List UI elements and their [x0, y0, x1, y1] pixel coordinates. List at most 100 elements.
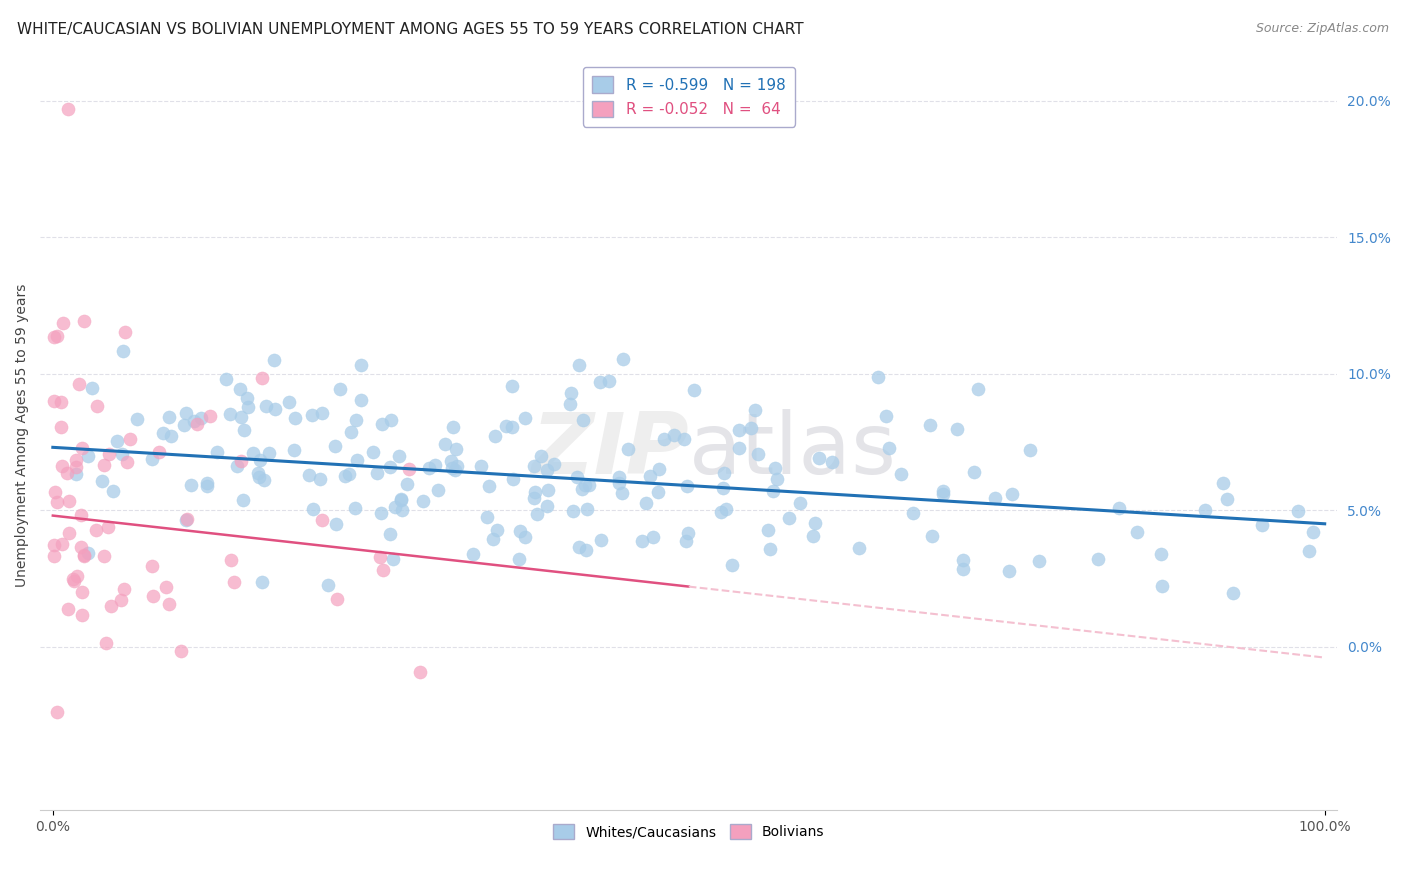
Point — [176, 512, 198, 526]
Point — [58, 494, 80, 508]
Point — [710, 505, 733, 519]
Point — [127, 411, 149, 425]
Point — [765, 472, 787, 486]
Point — [56, 466, 79, 480]
Point — [952, 553, 974, 567]
Point — [105, 434, 128, 448]
Point — [65, 467, 87, 481]
Point — [298, 468, 321, 483]
Point — [1216, 491, 1239, 506]
Point — [384, 500, 406, 515]
Point — [45, 495, 67, 509]
Point — [571, 482, 593, 496]
Point — [219, 407, 242, 421]
Point — [631, 534, 654, 549]
Point — [65, 569, 87, 583]
Legend: Whites/Caucasians, Bolivians: Whites/Caucasians, Bolivians — [547, 819, 830, 845]
Point — [444, 463, 467, 477]
Point — [875, 409, 897, 424]
Point — [713, 466, 735, 480]
Point — [311, 513, 333, 527]
Point — [370, 507, 392, 521]
Point — [804, 516, 827, 530]
Point — [821, 455, 844, 469]
Point — [675, 534, 697, 549]
Point — [740, 420, 762, 434]
Point — [371, 563, 394, 577]
Point — [1149, 547, 1171, 561]
Point — [316, 578, 339, 592]
Point — [346, 453, 368, 467]
Point — [186, 417, 208, 431]
Point — [848, 541, 870, 555]
Y-axis label: Unemployment Among Ages 55 to 59 years: Unemployment Among Ages 55 to 59 years — [15, 284, 30, 587]
Point — [495, 419, 517, 434]
Point — [526, 507, 548, 521]
Point — [1087, 552, 1109, 566]
Point — [157, 410, 180, 425]
Point — [762, 483, 785, 498]
Point — [84, 523, 107, 537]
Text: WHITE/CAUCASIAN VS BOLIVIAN UNEMPLOYMENT AMONG AGES 55 TO 59 YEARS CORRELATION C: WHITE/CAUCASIAN VS BOLIVIAN UNEMPLOYMENT… — [17, 22, 803, 37]
Point — [65, 460, 87, 475]
Point — [252, 574, 274, 589]
Point — [537, 483, 560, 497]
Point — [983, 491, 1005, 505]
Point — [508, 551, 530, 566]
Point — [148, 444, 170, 458]
Point — [205, 445, 228, 459]
Point — [155, 580, 177, 594]
Point — [49, 394, 72, 409]
Point — [263, 353, 285, 368]
Point — [238, 401, 260, 415]
Point — [231, 454, 253, 468]
Point — [409, 665, 432, 680]
Point — [231, 410, 253, 425]
Point — [946, 422, 969, 436]
Point — [711, 482, 734, 496]
Point — [427, 483, 450, 498]
Point — [371, 417, 394, 431]
Point — [574, 478, 596, 492]
Point — [744, 403, 766, 417]
Point — [344, 413, 367, 427]
Point — [610, 486, 633, 500]
Point — [714, 501, 737, 516]
Point — [333, 469, 356, 483]
Point — [952, 562, 974, 576]
Point — [484, 429, 506, 443]
Text: atlas: atlas — [689, 409, 897, 491]
Point — [45, 706, 67, 720]
Point — [932, 487, 955, 501]
Point — [247, 470, 270, 484]
Point — [198, 409, 221, 424]
Point — [97, 519, 120, 533]
Point — [1028, 554, 1050, 568]
Point — [93, 549, 115, 563]
Point — [42, 329, 65, 343]
Point — [543, 457, 565, 471]
Point — [877, 442, 900, 456]
Point — [58, 526, 80, 541]
Point — [638, 468, 661, 483]
Point — [439, 454, 461, 468]
Point — [396, 477, 419, 491]
Point — [93, 458, 115, 472]
Point — [56, 102, 79, 116]
Point — [1194, 503, 1216, 517]
Point — [180, 477, 202, 491]
Point — [233, 423, 256, 437]
Point — [114, 325, 136, 339]
Point — [425, 458, 447, 472]
Point — [568, 359, 591, 373]
Point — [229, 382, 252, 396]
Point — [920, 418, 942, 433]
Point — [589, 375, 612, 389]
Point — [141, 451, 163, 466]
Point — [197, 475, 219, 490]
Point — [672, 432, 695, 446]
Point — [70, 508, 93, 522]
Point — [589, 533, 612, 547]
Point — [998, 564, 1021, 578]
Point — [72, 548, 94, 562]
